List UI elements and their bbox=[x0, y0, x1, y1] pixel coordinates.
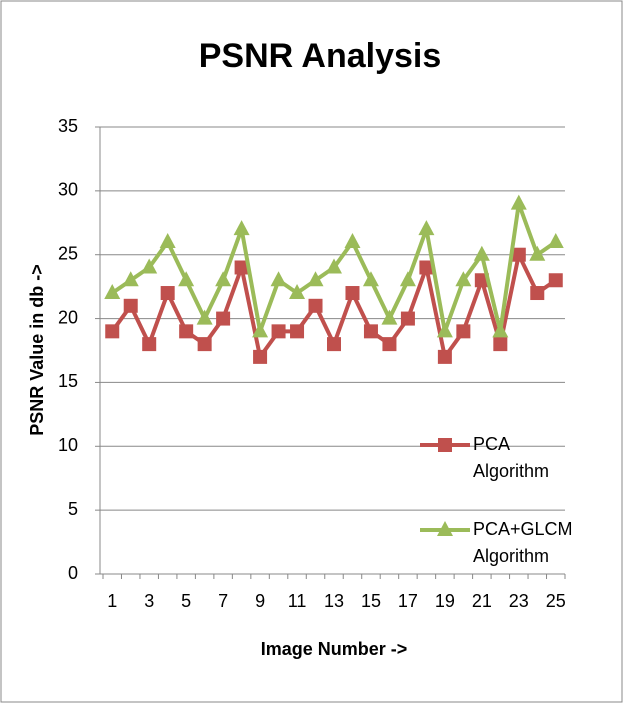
chart-title: PSNR Analysis bbox=[199, 37, 442, 75]
marker bbox=[492, 322, 509, 338]
marker bbox=[419, 260, 434, 275]
marker bbox=[289, 284, 306, 300]
marker bbox=[511, 247, 526, 262]
marker bbox=[159, 232, 176, 248]
marker bbox=[436, 322, 453, 338]
marker bbox=[473, 245, 490, 261]
legend-marker bbox=[437, 521, 453, 536]
y-tick-label: 0 bbox=[68, 563, 78, 583]
marker bbox=[105, 324, 120, 339]
marker bbox=[529, 245, 546, 261]
x-tick-label: 5 bbox=[181, 591, 191, 611]
marker bbox=[345, 286, 360, 301]
marker bbox=[362, 271, 379, 287]
y-tick-label: 30 bbox=[58, 180, 78, 200]
marker bbox=[548, 273, 563, 288]
marker bbox=[142, 337, 157, 352]
marker bbox=[197, 337, 212, 352]
marker bbox=[327, 337, 341, 352]
x-tick-label: 7 bbox=[218, 591, 228, 611]
x-tick-label: 15 bbox=[361, 591, 381, 611]
marker bbox=[160, 286, 175, 301]
marker bbox=[307, 271, 324, 287]
marker bbox=[437, 349, 452, 364]
marker bbox=[252, 322, 269, 338]
marker bbox=[271, 324, 286, 339]
marker bbox=[123, 298, 138, 313]
marker bbox=[141, 258, 158, 274]
x-tick-label: 1 bbox=[107, 591, 117, 611]
y-tick-label: 10 bbox=[58, 435, 78, 455]
legend-label: PCA+GLCM Algorithm bbox=[473, 519, 573, 566]
marker bbox=[326, 258, 342, 274]
marker bbox=[530, 286, 545, 301]
marker bbox=[455, 271, 472, 287]
x-tick-label: 25 bbox=[546, 591, 566, 611]
marker bbox=[493, 337, 508, 352]
marker bbox=[547, 232, 564, 248]
x-tick-label: 9 bbox=[255, 591, 265, 611]
marker bbox=[456, 324, 471, 339]
marker bbox=[179, 324, 194, 339]
marker bbox=[178, 271, 195, 287]
y-tick-label: 25 bbox=[58, 243, 78, 263]
marker bbox=[510, 194, 527, 210]
marker bbox=[234, 260, 249, 275]
y-tick-label: 20 bbox=[58, 307, 78, 327]
marker bbox=[270, 271, 287, 287]
marker bbox=[104, 284, 121, 300]
x-tick-label: 3 bbox=[144, 591, 154, 611]
marker bbox=[122, 271, 139, 287]
y-tick-label: 35 bbox=[58, 116, 78, 136]
marker bbox=[381, 309, 398, 325]
x-tick-label: 23 bbox=[509, 591, 529, 611]
marker bbox=[399, 271, 416, 287]
x-tick-label: 21 bbox=[472, 591, 492, 611]
marker bbox=[216, 311, 231, 326]
marker bbox=[363, 324, 378, 339]
marker bbox=[290, 324, 305, 339]
legend-label: PCA Algorithm bbox=[473, 434, 550, 481]
marker bbox=[382, 337, 397, 352]
y-tick-label: 15 bbox=[58, 371, 78, 391]
marker bbox=[418, 220, 435, 236]
marker bbox=[215, 271, 232, 287]
marker bbox=[253, 349, 268, 364]
y-axis-label: PSNR Value in db -> bbox=[27, 264, 47, 436]
x-tick-label: 11 bbox=[288, 591, 307, 611]
legend-marker bbox=[438, 438, 452, 452]
x-tick-label: 19 bbox=[435, 591, 455, 611]
x-tick-label: 13 bbox=[324, 591, 344, 611]
x-axis-label: Image Number -> bbox=[261, 639, 408, 659]
x-tick-label: 17 bbox=[398, 591, 418, 611]
marker bbox=[308, 298, 323, 313]
marker bbox=[400, 311, 415, 326]
marker bbox=[233, 220, 250, 236]
y-tick-label: 5 bbox=[68, 499, 78, 519]
marker bbox=[196, 309, 213, 325]
marker bbox=[344, 232, 361, 248]
